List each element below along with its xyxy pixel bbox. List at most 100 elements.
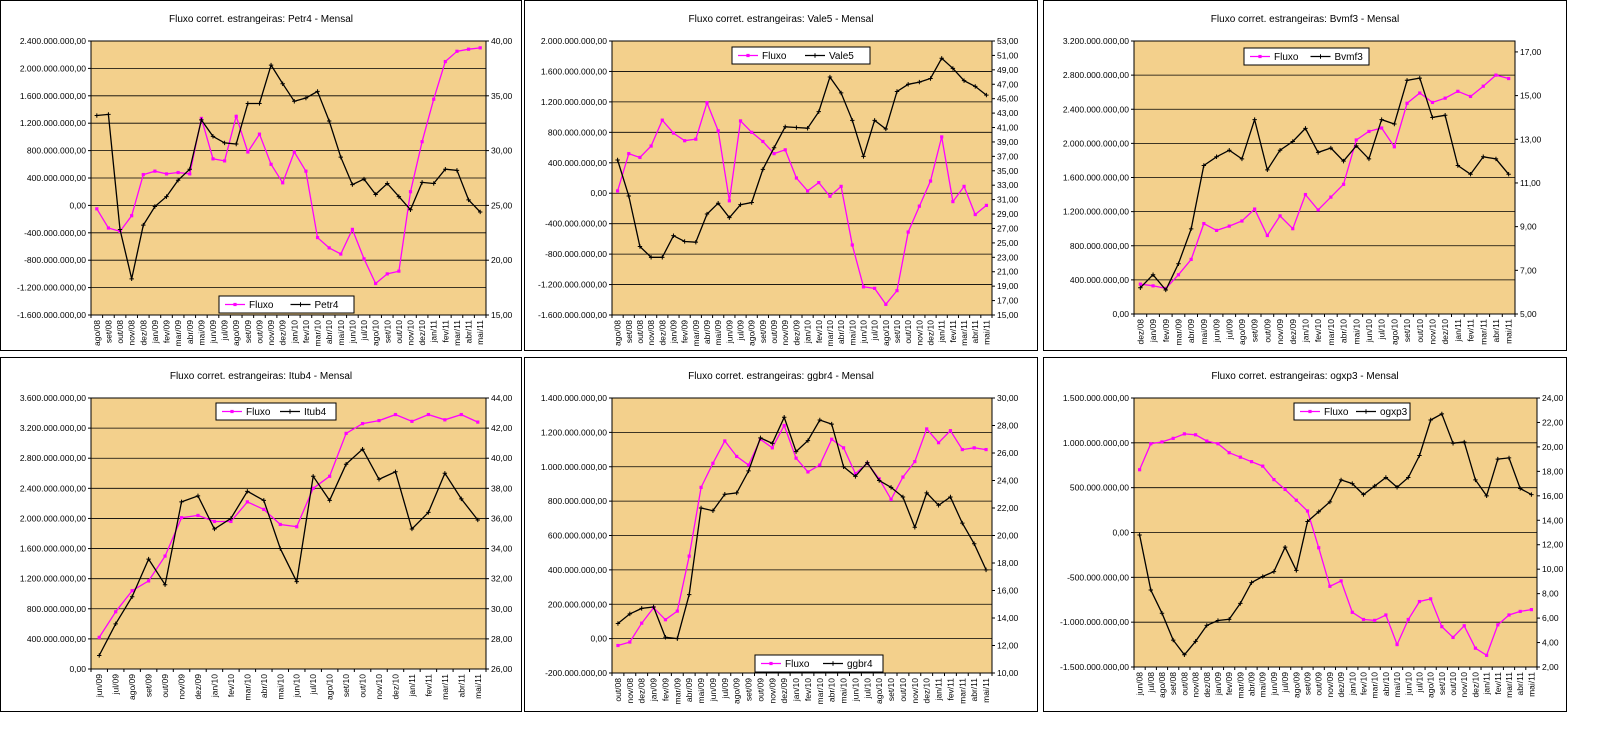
x-tick-label: mai/10 xyxy=(275,674,285,700)
y-tick-left: 1.000.000.000,00 xyxy=(541,462,607,472)
chart-panel-vale5: Fluxo corret. estrangeiras: Vale5 - Mens… xyxy=(524,0,1038,351)
data-point-price xyxy=(1341,158,1346,164)
data-point-price xyxy=(1290,139,1295,144)
data-point-fluxo xyxy=(246,150,250,154)
x-tick-label: jan/09 xyxy=(150,320,160,344)
x-tick-label: ago/10 xyxy=(325,674,335,700)
legend-marker-price xyxy=(812,53,818,58)
data-point-price xyxy=(973,84,978,89)
data-point-fluxo xyxy=(782,423,786,428)
data-point-price xyxy=(960,520,965,526)
data-point-price xyxy=(771,145,777,150)
data-point-fluxo xyxy=(1418,91,1422,95)
data-point-price xyxy=(1484,493,1489,499)
data-point-price xyxy=(393,469,398,474)
x-tick-label: ago/08 xyxy=(1157,672,1167,698)
x-tick-label: abr/10 xyxy=(1381,672,1391,696)
y-tick-left: 800.000.000,00 xyxy=(548,496,607,506)
data-point-price xyxy=(1372,483,1377,489)
y-tick-left: 0,00 xyxy=(590,634,607,644)
y-tick-right: 51,00 xyxy=(997,50,1019,60)
y-tick-left: 0,00 xyxy=(1112,528,1129,538)
data-point-price xyxy=(97,653,102,658)
data-point-fluxo xyxy=(750,130,754,134)
data-point-fluxo xyxy=(1249,460,1254,464)
data-point-fluxo xyxy=(164,172,169,176)
data-point-price xyxy=(1150,272,1156,277)
data-point-fluxo xyxy=(229,519,233,524)
x-tick-label: out/08 xyxy=(115,320,125,344)
data-point-price xyxy=(793,449,799,454)
y-tick-right: 6,00 xyxy=(1542,613,1559,623)
y-tick-left: 800.000.000,00 xyxy=(548,127,607,137)
data-point-fluxo xyxy=(805,189,810,193)
data-point-price xyxy=(141,222,146,228)
x-tick-label: out/09 xyxy=(1262,319,1272,343)
data-point-fluxo xyxy=(1462,624,1466,628)
x-tick-label: fev/10 xyxy=(1358,672,1368,695)
data-point-price xyxy=(431,181,436,186)
data-point-fluxo xyxy=(426,412,430,417)
y-tick-left: 1.200.000.000,00 xyxy=(541,427,607,437)
series-line-petr4 xyxy=(96,63,481,279)
x-tick-label: jan/10 xyxy=(209,674,219,698)
y-tick-left: -400.000.000,00 xyxy=(545,219,607,229)
data-point-fluxo xyxy=(176,170,180,175)
y-tick-right: 17,00 xyxy=(997,296,1019,306)
data-point-fluxo xyxy=(295,525,299,529)
data-point-fluxo xyxy=(738,119,743,123)
x-tick-label: jul/10 xyxy=(308,674,318,696)
data-point-price xyxy=(1239,156,1245,162)
data-point-price xyxy=(627,611,633,617)
data-point-price xyxy=(1204,623,1209,628)
data-point-fluxo xyxy=(917,204,921,208)
x-tick-label: mar/11 xyxy=(959,320,969,346)
data-point-fluxo xyxy=(106,226,111,230)
data-point-price xyxy=(816,109,821,114)
chart-panel-ogxp3: Fluxo corret. estrangeiras: ogxp3 - Mens… xyxy=(1043,357,1567,712)
data-point-price xyxy=(1430,115,1435,120)
x-tick-label: dez/09 xyxy=(779,678,789,704)
chart-panel-petr4: Fluxo corret. estrangeiras: Petr4 - Mens… xyxy=(0,0,522,351)
y-tick-right: 47,00 xyxy=(997,79,1019,89)
data-point-price xyxy=(783,124,788,130)
data-point-fluxo xyxy=(1316,208,1320,212)
data-point-fluxo xyxy=(861,285,866,289)
legend-label-fluxo: Fluxo xyxy=(246,407,271,418)
data-point-fluxo xyxy=(1417,599,1422,604)
x-tick-label: fev/10 xyxy=(814,320,824,343)
x-tick-label: ago/09 xyxy=(231,320,241,346)
data-point-fluxo xyxy=(432,97,436,101)
y-tick-right: 12,00 xyxy=(1542,540,1564,550)
data-point-price xyxy=(1138,285,1143,290)
data-point-fluxo xyxy=(1406,617,1410,622)
data-point-price xyxy=(693,239,699,245)
legend-marker-fluxo xyxy=(746,53,750,58)
data-point-price xyxy=(698,505,704,511)
legend-box xyxy=(754,654,884,673)
x-tick-label: fev/10 xyxy=(226,674,236,697)
data-point-fluxo xyxy=(212,519,217,524)
x-tick-label: dez/08 xyxy=(1135,319,1145,345)
y-tick-left: 3.600.000.000,00 xyxy=(20,393,86,403)
x-tick-label: set/08 xyxy=(103,320,113,343)
chart-title: Fluxo corret. estrangeiras: ogxp3 - Mens… xyxy=(1211,371,1398,382)
series-line-vale5 xyxy=(616,57,987,258)
data-point-fluxo xyxy=(794,456,798,460)
y-tick-left: -200.000.000,00 xyxy=(545,668,607,678)
data-point-price xyxy=(1506,455,1512,461)
legend-marker-fluxo xyxy=(233,302,237,307)
x-tick-label: mar/11 xyxy=(1504,672,1514,698)
data-point-fluxo xyxy=(925,427,929,431)
x-tick-label: abr/11 xyxy=(464,320,474,344)
y-tick-right: 4,00 xyxy=(1542,638,1559,648)
data-point-price xyxy=(175,177,181,183)
y-tick-left: 400.000.000,00 xyxy=(548,158,607,168)
data-point-fluxo xyxy=(727,199,731,203)
data-point-fluxo xyxy=(663,618,668,622)
data-point-fluxo xyxy=(1265,233,1269,238)
y-tick-left: 2.800.000.000,00 xyxy=(20,453,86,463)
x-tick-label: jan/09 xyxy=(1148,319,1158,343)
y-tick-right: 15,00 xyxy=(491,310,513,320)
data-point-fluxo xyxy=(830,437,834,441)
